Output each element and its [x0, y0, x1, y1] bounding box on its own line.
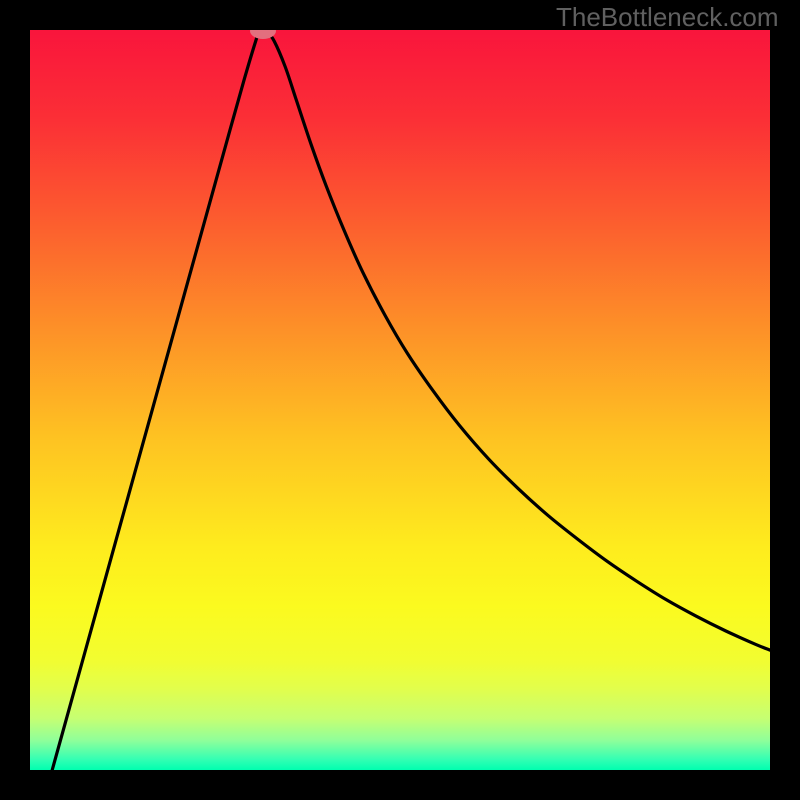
frame-left [0, 0, 30, 800]
plot-area [30, 30, 770, 770]
frame-right [770, 0, 800, 800]
curve-layer [30, 30, 770, 770]
frame-bottom [0, 770, 800, 800]
watermark-text: TheBottleneck.com [556, 2, 779, 33]
bottleneck-curve [52, 30, 770, 770]
